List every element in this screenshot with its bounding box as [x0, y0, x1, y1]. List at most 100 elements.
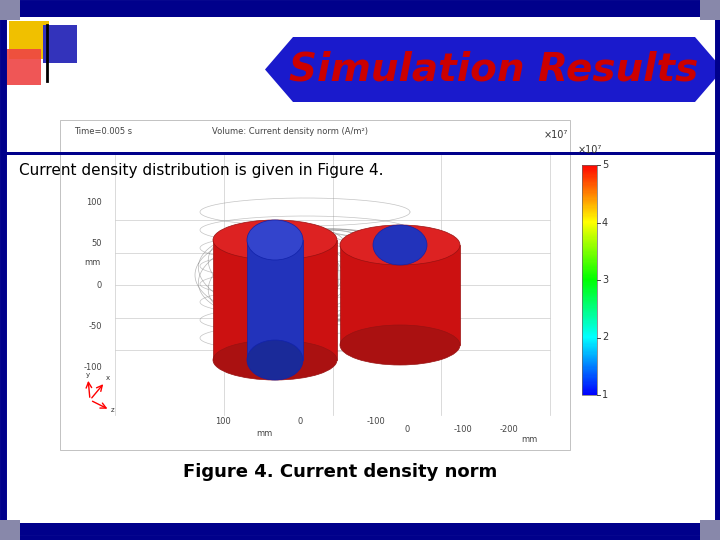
Bar	[582, 264, 597, 265]
Bar	[582, 329, 597, 330]
Bar	[582, 247, 597, 249]
Bar	[582, 236, 597, 238]
Bar	[582, 380, 597, 381]
Bar	[582, 354, 597, 356]
Bar	[582, 208, 597, 210]
Text: ×10⁷: ×10⁷	[544, 130, 568, 140]
Bar	[582, 348, 597, 350]
Text: 0: 0	[297, 417, 302, 427]
Bar	[582, 357, 597, 359]
Text: 3: 3	[602, 275, 608, 285]
Text: z: z	[111, 407, 114, 413]
Bar	[582, 320, 597, 321]
Bar	[582, 190, 597, 192]
Bar	[582, 259, 597, 260]
Bar	[582, 226, 597, 227]
Text: 1: 1	[602, 390, 608, 400]
Bar	[582, 389, 597, 390]
Bar	[582, 213, 597, 214]
Bar	[582, 326, 597, 327]
Bar	[582, 359, 597, 361]
Bar	[582, 194, 597, 196]
Bar	[213, 240, 337, 360]
Bar	[582, 280, 597, 281]
Bar	[582, 382, 597, 383]
Text: -200: -200	[500, 426, 518, 435]
Bar	[582, 330, 597, 332]
Bar	[582, 346, 597, 348]
Bar	[582, 292, 597, 294]
Bar	[582, 391, 597, 393]
Bar	[582, 392, 597, 394]
Bar	[582, 295, 597, 297]
Bar	[9, 21, 49, 59]
Bar	[582, 305, 597, 306]
Bar	[582, 167, 597, 168]
Bar	[582, 319, 597, 320]
Ellipse shape	[340, 225, 460, 265]
Bar	[582, 238, 597, 240]
Bar	[582, 237, 597, 239]
Bar	[582, 367, 597, 368]
Bar	[582, 315, 597, 317]
Bar	[582, 187, 597, 189]
Bar	[582, 229, 597, 231]
Bar	[582, 246, 597, 248]
Bar	[5, 523, 715, 535]
Bar	[582, 191, 597, 193]
Bar	[582, 302, 597, 304]
Bar	[582, 222, 597, 224]
Bar	[582, 232, 597, 234]
Bar	[582, 248, 597, 250]
Bar	[582, 272, 597, 273]
Text: Volume: Current density norm (A/m²): Volume: Current density norm (A/m²)	[212, 127, 367, 136]
Bar	[0, 520, 20, 540]
Bar	[582, 369, 597, 371]
Bar	[582, 176, 597, 178]
Bar	[582, 169, 597, 171]
Bar	[582, 303, 597, 305]
Bar	[582, 174, 597, 176]
Text: 2: 2	[602, 333, 608, 342]
Bar	[582, 336, 597, 338]
Bar	[582, 228, 597, 230]
Text: Simulation Results: Simulation Results	[289, 51, 698, 89]
Bar	[582, 258, 597, 259]
Bar	[582, 335, 597, 336]
Bar	[582, 384, 597, 386]
Bar	[582, 173, 597, 174]
Bar	[582, 224, 597, 226]
Bar	[582, 207, 597, 208]
Bar	[582, 204, 597, 205]
Bar	[582, 215, 597, 217]
Bar	[582, 298, 597, 300]
Text: -100: -100	[366, 417, 386, 427]
Bar	[582, 327, 597, 328]
Bar	[582, 289, 597, 291]
Bar	[582, 255, 597, 257]
Bar	[582, 306, 597, 308]
Bar	[582, 271, 597, 272]
Bar	[582, 290, 597, 292]
Bar	[582, 197, 597, 198]
Bar	[582, 274, 597, 275]
Bar	[582, 308, 597, 310]
Bar	[582, 262, 597, 264]
Bar	[582, 375, 597, 376]
Bar	[582, 344, 597, 346]
Bar	[582, 361, 597, 363]
Bar	[582, 278, 597, 280]
Bar	[582, 309, 597, 311]
Bar	[582, 342, 597, 343]
Bar	[582, 363, 597, 365]
Ellipse shape	[340, 325, 460, 365]
Bar	[582, 266, 597, 267]
Bar	[582, 251, 597, 252]
Bar	[582, 275, 597, 276]
Text: Current density distribution is given in Figure 4.: Current density distribution is given in…	[19, 163, 384, 178]
Bar	[582, 267, 597, 268]
Bar	[582, 218, 597, 219]
Bar	[582, 318, 597, 319]
Bar	[582, 231, 597, 233]
Bar	[582, 343, 597, 345]
